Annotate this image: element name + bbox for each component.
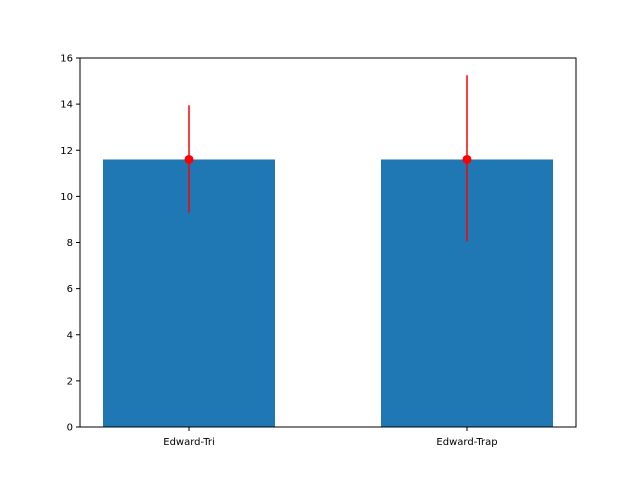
y-tick-label: 4 <box>67 330 73 341</box>
mean-point-edward-trap <box>462 154 472 164</box>
mean-point-edward-tri <box>184 154 194 164</box>
x-tick-label: Edward-Tri <box>163 437 214 448</box>
plot-frame <box>79 57 577 428</box>
y-tick-label: 10 <box>60 192 73 203</box>
y-tick-label: 6 <box>67 284 73 295</box>
y-tick-label: 8 <box>67 238 73 249</box>
y-tick-label: 14 <box>60 100 73 111</box>
x-tick-label: Edward-Trap <box>436 437 497 448</box>
y-axis: 0 2 4 6 8 10 12 14 16 <box>60 54 80 434</box>
y-tick-label: 2 <box>67 376 73 387</box>
x-axis: Edward-Tri Edward-Trap <box>163 427 498 448</box>
bars-group <box>103 159 553 427</box>
error-bars-group <box>184 75 472 242</box>
y-tick-label: 0 <box>67 423 73 434</box>
y-tick-label: 16 <box>60 54 73 65</box>
y-tick-label: 12 <box>60 146 73 157</box>
